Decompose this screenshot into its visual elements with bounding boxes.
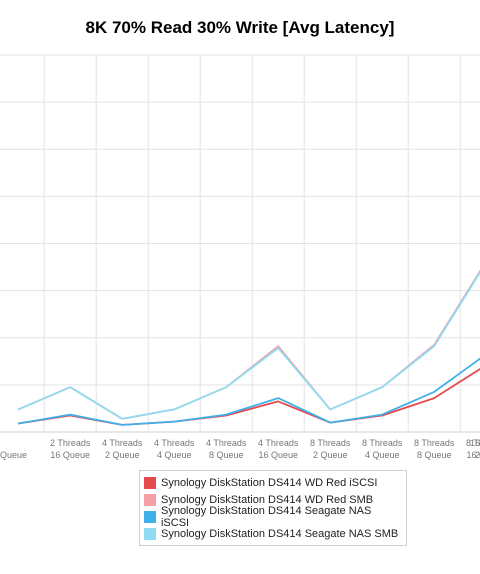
legend-label: Synology DiskStation DS414 Seagate NAS S… — [161, 527, 399, 540]
legend-item[interactable]: Synology DiskStation DS414 WD Red iSCSI — [144, 474, 402, 491]
series-line — [17, 269, 480, 420]
x-tick-label: 2 Queue — [313, 450, 348, 460]
x-tick-label: 4 Threads — [154, 438, 195, 448]
legend[interactable]: Synology DiskStation DS414 WD Red iSCSI … — [139, 470, 407, 546]
legend-swatch — [144, 493, 156, 506]
legend-label: Synology DiskStation DS414 WD Red iSCSI — [161, 476, 378, 489]
legend-item[interactable]: Synology DiskStation DS414 WD Red SMB — [144, 491, 402, 508]
x-tick-labels: Queue 2 Threads 16 Queue 4 Threads 2 Queue 4 … — [0, 438, 480, 460]
legend-label: Synology DiskStation DS414 WD Red SMB — [161, 493, 374, 506]
legend-swatch — [144, 527, 156, 540]
legend-swatch — [144, 510, 156, 523]
x-tick-label: Queue — [0, 450, 27, 460]
series-line — [18, 367, 480, 426]
x-tick-label: 8 Threads — [310, 438, 351, 448]
x-tick-label: 2 — [475, 450, 480, 460]
x-tick-label: 4 Threads — [206, 438, 247, 448]
x-tick-label: 8 Queue — [417, 450, 452, 460]
x-tick-label: 2 Queue — [105, 450, 140, 460]
x-tick-label: 2 Threads — [50, 438, 91, 448]
legend-item[interactable]: Synology DiskStation DS414 Seagate NAS S… — [144, 525, 402, 542]
series-line — [17, 270, 480, 420]
x-tick-label: 4 Queue — [365, 450, 400, 460]
legend-swatch — [144, 476, 156, 489]
x-tick-label: 16 — [470, 438, 480, 448]
legend-label: Synology DiskStation DS414 Seagate NAS i… — [160, 504, 372, 529]
x-tick-label: 16 Queue — [466, 450, 480, 460]
x-tick-label: 8 Queue — [209, 450, 244, 460]
x-tick-label: 16 Queue — [258, 450, 298, 460]
chart-title: 8K 70% Read 30% Write [Avg Latency] — [85, 18, 395, 37]
series-lines — [17, 269, 480, 426]
series-line — [18, 357, 480, 426]
x-tick-label: 8 Threads — [362, 438, 403, 448]
grid-lines — [0, 54, 480, 433]
x-tick-label: 16 Queue — [50, 450, 90, 460]
x-tick-label: 4 Threads — [102, 438, 143, 448]
x-tick-label: 4 Threads — [258, 438, 299, 448]
legend-item[interactable]: Synology DiskStation DS414 Seagate NAS i… — [144, 505, 402, 529]
x-tick-label: 8 Threads — [414, 438, 455, 448]
x-tick-label: 8 Threads — [466, 438, 480, 448]
x-tick-label: 4 Queue — [157, 450, 192, 460]
